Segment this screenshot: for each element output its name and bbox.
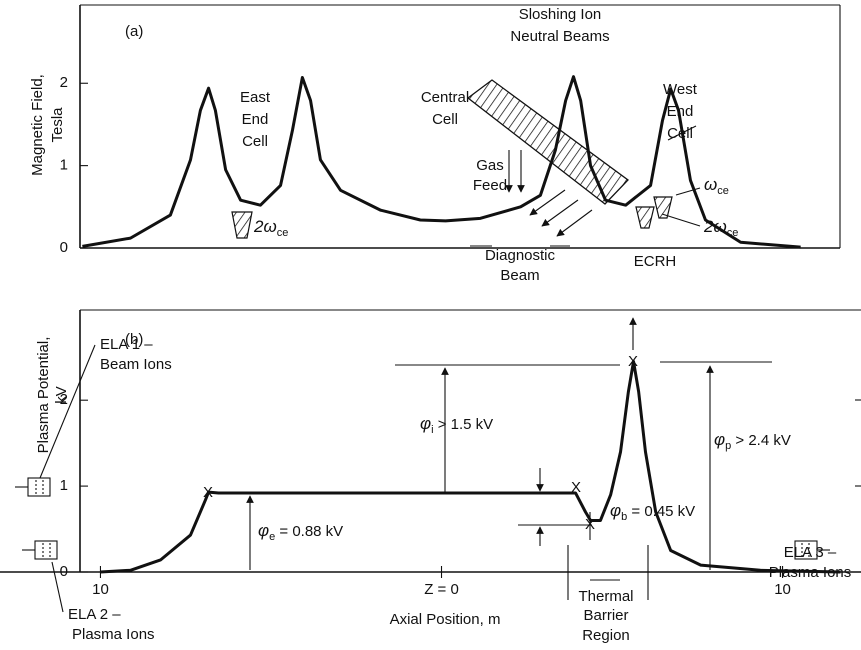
x-tick-label: 10 (774, 581, 791, 598)
y-tick-label: 0 (60, 563, 68, 580)
y-tick-label: 1 (60, 157, 68, 174)
annotation-sub: b (621, 511, 627, 523)
curve (100, 360, 841, 574)
annotation: Feed (473, 177, 507, 194)
annotation: Plasma Ions (72, 626, 155, 643)
annotation: Beam (500, 267, 539, 284)
y-axis-label: Magnetic Field, (29, 74, 46, 176)
annotation: φi > 1.5 kV (420, 414, 493, 435)
annotation-sub: ce (717, 185, 729, 197)
annotation-main: φ (610, 501, 621, 520)
ecrh-horns (231, 196, 673, 239)
y-axis-label: Tesla (49, 107, 66, 143)
x-marker: X (571, 479, 581, 496)
y-axis-label: Plasma Potential, (35, 337, 52, 454)
annotation-sub: p (725, 440, 731, 452)
annotation: End (667, 103, 694, 120)
annotation: West (663, 81, 698, 98)
annotation: 2ωce (703, 217, 738, 238)
y-axis-label: kV (53, 386, 70, 404)
annotation-tail: = 0.45 kV (627, 503, 695, 520)
y-tick-label: 2 (60, 74, 68, 91)
annotation: Diagnostic (485, 247, 556, 264)
annotation: Cell (667, 125, 693, 142)
annotation: ωce (704, 175, 729, 196)
ela-boxes (15, 344, 830, 613)
annotation-tail: = 0.88 kV (275, 523, 343, 540)
arrows-a (470, 125, 701, 247)
annotation-main: φ (420, 414, 431, 433)
annotation-main: 2ω (703, 217, 727, 236)
annotation: Region (582, 627, 630, 644)
x-marker: X (585, 516, 595, 533)
annotation: φb = 0.45 kV (610, 501, 695, 522)
annotation: Central (421, 89, 469, 106)
frame-b (0, 309, 861, 573)
x-tick-label: 10 (92, 581, 109, 598)
panel-label: (a) (125, 23, 143, 40)
annotation-main: φ (714, 430, 725, 449)
x-tick-label: Z = 0 (424, 581, 459, 598)
annotation-tail: > 2.4 kV (731, 432, 791, 449)
annotation: Barrier (583, 607, 628, 624)
frame-a (79, 4, 841, 249)
annotation: φp > 2.4 kV (714, 430, 791, 451)
annotation-tail: > 1.5 kV (434, 416, 494, 433)
annotation: East (240, 89, 271, 106)
annotation: Plasma Ions (769, 564, 852, 581)
annotation: φe = 0.88 kV (258, 521, 343, 542)
y-tick-label: 1 (60, 477, 68, 494)
annotation: Cell (242, 133, 268, 150)
annotation: Beam Ions (100, 356, 172, 373)
annotation-main: 2ω (253, 217, 277, 236)
x-axis-label: Axial Position, m (390, 611, 501, 628)
annotation: Thermal (578, 588, 633, 605)
annotation: ELA 3 – (784, 544, 837, 561)
annotation-sub: ce (277, 227, 289, 239)
annotation: ELA 2 – (68, 606, 121, 623)
neutral-beam (466, 79, 629, 205)
y-tick-label: 0 (60, 239, 68, 256)
annotation-sub: e (269, 531, 275, 543)
annotation-main: φ (258, 521, 269, 540)
annotation: Cell (432, 111, 458, 128)
annotation-sub: i (431, 424, 433, 436)
annotation: Neutral Beams (510, 28, 609, 45)
y-tick-label: 2 (60, 391, 68, 408)
annotation: ELA 1 – (100, 336, 153, 353)
annotation: End (242, 111, 269, 128)
annotation: 2ωce (253, 217, 288, 238)
annotation: ECRH (634, 253, 677, 270)
annotation: Sloshing Ion (519, 6, 602, 23)
annotation: Gas (476, 157, 504, 174)
annotation-main: ω (704, 175, 717, 194)
panel-label: (b) (125, 331, 143, 348)
annotation-sub: ce (727, 227, 739, 239)
curve (82, 75, 801, 249)
